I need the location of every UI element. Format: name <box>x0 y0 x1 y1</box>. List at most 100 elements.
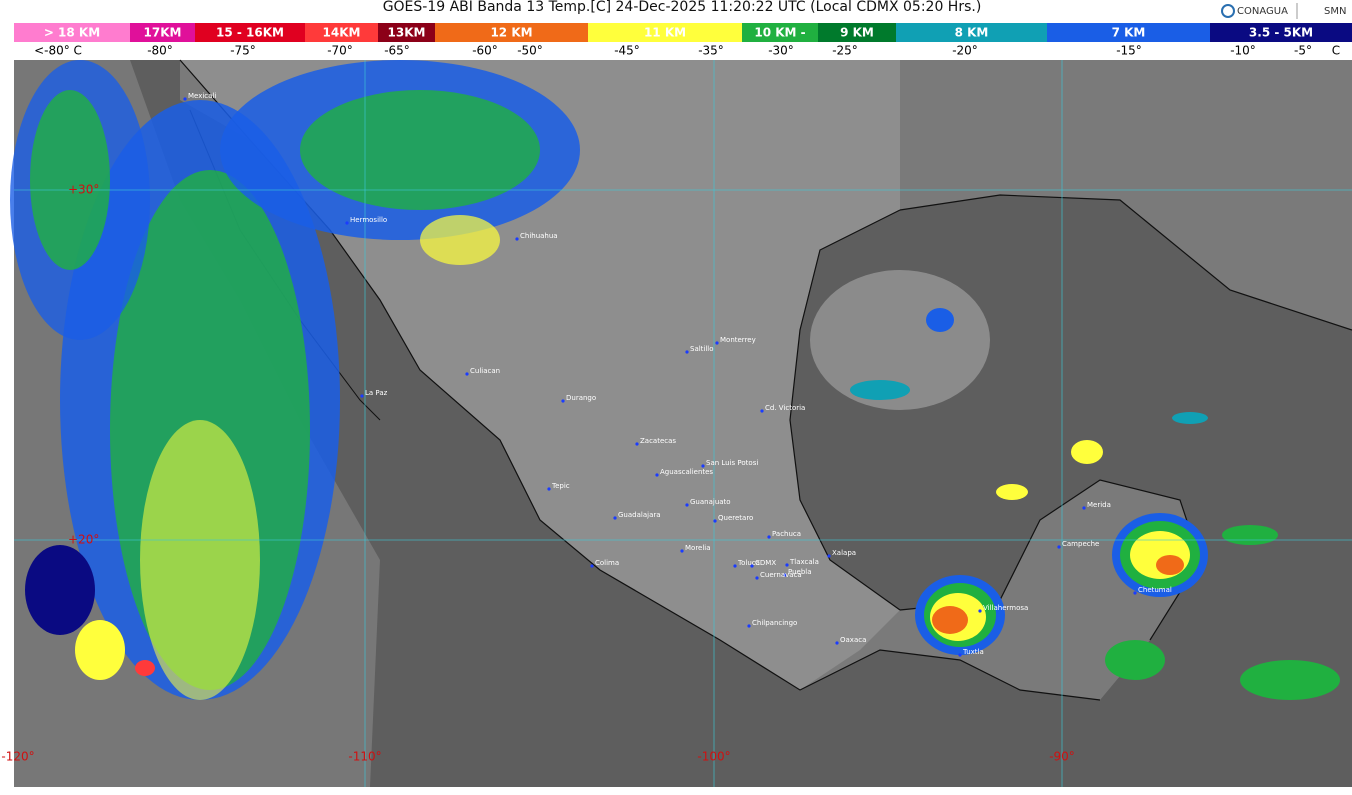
temperature-label: -45° <box>614 44 640 58</box>
city-dot <box>183 97 187 101</box>
graticule: +30° +20° -120° -110° -100° -90° <box>1 60 1352 787</box>
map-shape <box>1071 440 1103 464</box>
legend-label: 9 KM <box>840 26 874 40</box>
map-shape <box>1172 412 1208 424</box>
temperature-label: -20° <box>952 44 978 58</box>
city-dot <box>760 409 764 413</box>
city-dot <box>1133 591 1137 595</box>
temperature-label: -80° <box>147 44 173 58</box>
city-label: Hermosillo <box>350 216 387 224</box>
temperature-label: -75° <box>230 44 256 58</box>
city-dot <box>755 576 759 580</box>
city-label: Colima <box>595 559 619 567</box>
map-shape <box>135 660 155 676</box>
logo-text: SMN <box>1324 6 1346 17</box>
city-label: Tlaxcala <box>789 558 819 566</box>
legend-label: 12 KM <box>490 26 532 40</box>
legend-label: 7 KM <box>1112 26 1146 40</box>
city-dot <box>978 609 982 613</box>
city-dot <box>465 372 469 376</box>
city-dot <box>1082 506 1086 510</box>
map-shape <box>25 545 95 635</box>
city-label: Cuernavaca <box>760 571 802 579</box>
city-label: Chihuahua <box>520 232 558 240</box>
city-label: Chilpancingo <box>752 619 797 627</box>
logo-icon <box>1221 4 1235 18</box>
map-shape <box>932 606 968 634</box>
latitude-label: +30° <box>68 183 99 197</box>
city-label: Morelia <box>685 544 711 552</box>
city-label: Villahermosa <box>983 604 1028 612</box>
city-dot <box>785 563 789 567</box>
map-shape <box>140 420 260 700</box>
map-shape <box>996 484 1028 500</box>
city-dot <box>635 442 639 446</box>
legend-swatch <box>435 23 588 42</box>
longitude-label: -120° <box>1 750 34 764</box>
legend-label: > 18 KM <box>44 26 100 40</box>
city-dot <box>827 554 831 558</box>
city-dot <box>360 394 364 398</box>
city-dot <box>783 573 787 577</box>
legend-label: 8 KM <box>955 26 989 40</box>
temperature-label: -60° <box>472 44 498 58</box>
city-dot <box>1057 545 1061 549</box>
city-dot <box>835 641 839 645</box>
city-dot <box>750 564 754 568</box>
city-dot <box>547 487 551 491</box>
map-shape <box>420 215 500 265</box>
map-shape <box>300 90 540 210</box>
legend-swatch <box>896 23 1047 42</box>
city-dot <box>515 237 519 241</box>
city-label: Zacatecas <box>640 437 676 445</box>
legend-label: 14KM <box>323 26 361 40</box>
city-label: Guadalajara <box>618 511 661 519</box>
legend-swatch <box>818 23 896 42</box>
legend-label: 17KM <box>144 26 182 40</box>
city-dot <box>685 503 689 507</box>
temperature-label: -30° <box>768 44 794 58</box>
city-label: Cd. Victoria <box>765 404 805 412</box>
city-label: Monterrey <box>720 336 756 344</box>
legend-label: 11 KM <box>644 26 686 40</box>
city-label: Mexicali <box>188 92 216 100</box>
cities: Mexicali Hermosillo Chihuahua Culiacan La Pa… <box>183 92 1172 657</box>
city-label: Culiacan <box>470 367 500 375</box>
legend-swatch <box>14 23 130 42</box>
city-label: Tuxtla <box>962 648 984 656</box>
city-label: San Luis Potosi <box>706 459 758 467</box>
city-dot <box>590 564 594 568</box>
legend-swatch <box>195 23 305 42</box>
city-dot <box>767 535 771 539</box>
longitude-label: -100° <box>697 750 730 764</box>
legend-label: 15 - 16KM <box>216 26 284 40</box>
city-dot <box>733 564 737 568</box>
map-shape <box>179 59 1352 701</box>
map-shape <box>926 308 954 332</box>
city-label: Puebla <box>788 568 812 576</box>
title: GOES-19 ABI Banda 13 Temp.[C] 24-Dec-202… <box>383 0 982 15</box>
map-shape <box>75 620 125 680</box>
city-label: Durango <box>566 394 596 402</box>
city-label: La Paz <box>365 389 388 397</box>
temperature-label: -5° <box>1294 44 1312 58</box>
logo-box <box>1215 0 1352 22</box>
map-shape <box>850 380 910 400</box>
city-label: Xalapa <box>832 549 856 557</box>
temperature-label: -65° <box>384 44 410 58</box>
temperature-label: -25° <box>832 44 858 58</box>
city-dot <box>715 341 719 345</box>
logo-text: CONAGUA <box>1237 6 1288 17</box>
city-dot <box>655 473 659 477</box>
city-label: Merida <box>1087 501 1111 509</box>
longitude-label: -110° <box>348 750 381 764</box>
logos: CONAGUA SMN <box>1215 0 1352 22</box>
city-dot <box>701 464 705 468</box>
city-label: Chetumal <box>1138 586 1172 594</box>
city-label: Oaxaca <box>840 636 866 644</box>
temperature-label: -50° <box>517 44 543 58</box>
legend-swatch <box>1047 23 1210 42</box>
city-dot <box>958 653 962 657</box>
city-dot <box>713 519 717 523</box>
